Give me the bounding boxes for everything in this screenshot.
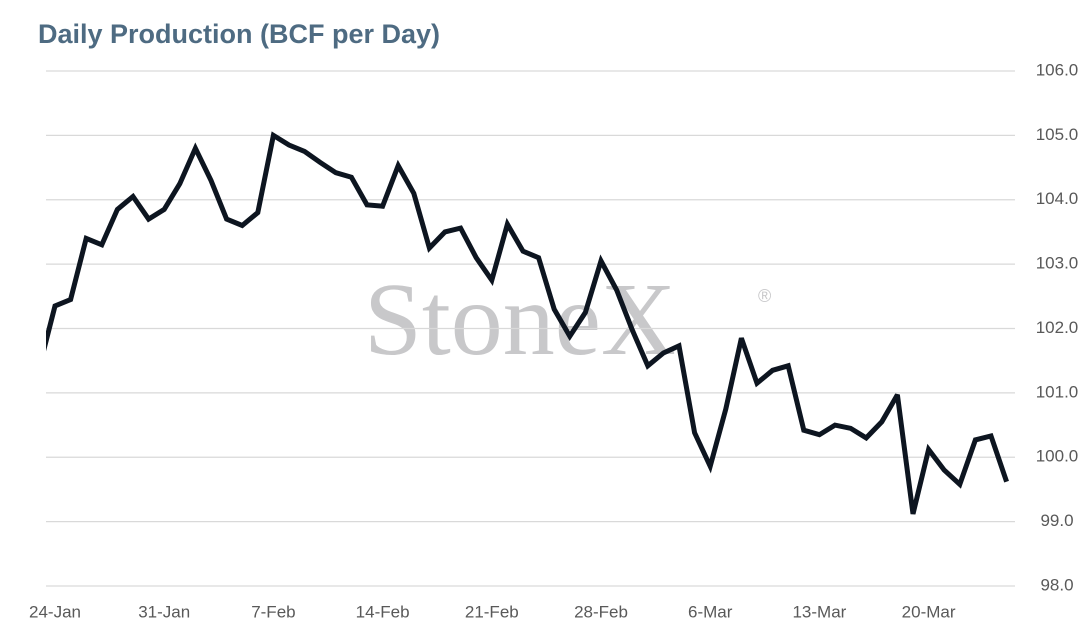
x-tick-label: 31-Jan [138,602,190,621]
watermark: StoneX [364,262,676,377]
y-tick-label: 99.0 [1040,511,1073,530]
x-tick-label: 24-Jan [29,602,81,621]
x-tick-label: 21-Feb [465,602,519,621]
y-tick-label: 102.0 [1036,318,1079,337]
y-tick-label: 105.0 [1036,125,1079,144]
y-tick-label: 104.0 [1036,189,1079,208]
x-tick-label: 6-Mar [688,602,733,621]
x-tick-label: 20-Mar [902,602,956,621]
plot [46,131,1009,515]
y-tick-label: 100.0 [1036,447,1079,466]
x-tick-label: 7-Feb [251,602,295,621]
y-tick-label: 98.0 [1040,575,1073,594]
y-tick-label: 101.0 [1036,382,1079,401]
grid [46,70,1015,587]
x-tick-label: 14-Feb [356,602,410,621]
y-tick-label: 103.0 [1036,254,1079,273]
watermark-mark: ® [758,286,771,306]
labels: 98.0 99.0 100.0 101.0 102.0 103.0 104.0 105.0 10… [29,60,1078,621]
x-tick-label: 28-Feb [574,602,628,621]
data-line [46,131,1009,515]
y-tick-label: 106.0 [1036,60,1079,79]
chart-title: Daily Production (BCF per Day) [38,19,440,49]
x-tick-label: 13-Mar [792,602,846,621]
